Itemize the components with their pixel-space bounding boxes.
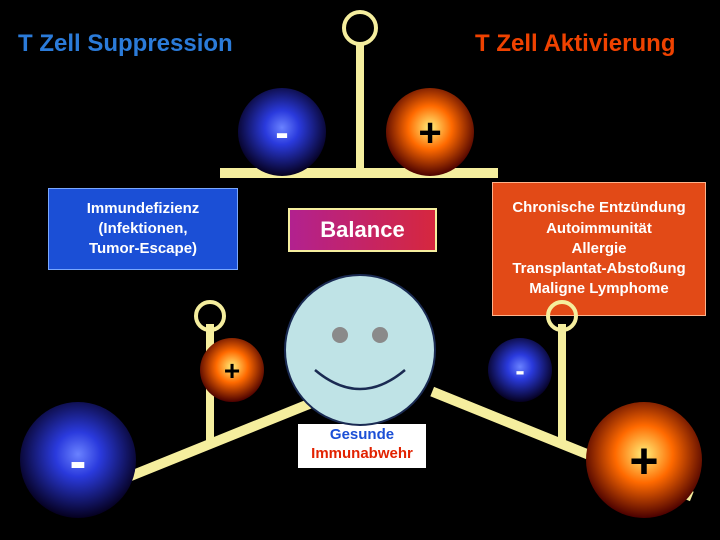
- suppression-line: Immundefizienz: [49, 199, 237, 219]
- healthy-line-2: Immunabwehr: [298, 445, 426, 464]
- activation-line: Maligne Lymphome: [493, 279, 705, 299]
- smiley-face-icon: [285, 275, 435, 425]
- svg-text:+: +: [629, 433, 658, 489]
- plus-ball-icon: [386, 88, 474, 176]
- svg-text:-: -: [70, 433, 87, 489]
- balance-box: Balance: [288, 208, 437, 252]
- title-activation: T Zell Aktivierung: [475, 30, 675, 58]
- center-scale: - +: [220, 12, 498, 178]
- minus-ball-icon: [488, 338, 552, 402]
- left-scale: - +: [20, 302, 342, 518]
- suppression-box: Immundefizienz (Infektionen, Tumor-Escap…: [48, 188, 238, 270]
- svg-text:+: +: [224, 355, 240, 386]
- activation-line: Transplantat-Abstoßung: [493, 259, 705, 279]
- healthy-line-1: Gesunde: [298, 426, 426, 445]
- title-suppression: T Zell Suppression: [18, 30, 233, 58]
- suppression-line: Tumor-Escape): [49, 239, 237, 259]
- svg-text:-: -: [515, 355, 524, 386]
- svg-text:+: +: [418, 111, 441, 155]
- balance-label: Balance: [320, 217, 404, 243]
- activation-box: Chronische Entzündung Autoimmunität Alle…: [492, 182, 706, 316]
- right-scale: - +: [430, 302, 702, 518]
- plus-ball-icon: [200, 338, 264, 402]
- suppression-line: (Infektionen,: [49, 219, 237, 239]
- plus-ball-icon: [586, 402, 702, 518]
- minus-ball-icon: [20, 402, 136, 518]
- activation-line: Allergie: [493, 239, 705, 259]
- svg-text:-: -: [275, 111, 288, 155]
- healthy-box: Gesunde Immunabwehr: [298, 424, 426, 468]
- activation-line: Chronische Entzündung: [493, 198, 705, 218]
- activation-line: Autoimmunität: [493, 219, 705, 239]
- minus-ball-icon: [238, 88, 326, 176]
